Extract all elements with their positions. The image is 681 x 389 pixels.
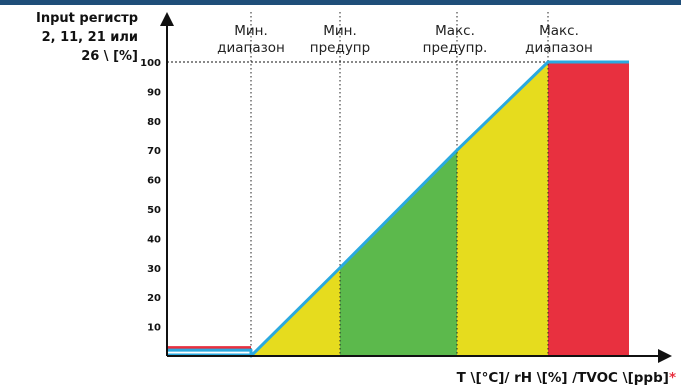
x-axis-arrow (658, 349, 672, 363)
above-max-range-red-region (548, 62, 629, 356)
zone-label-max-warning-line1: Макс. (435, 23, 475, 39)
y-tick-70: 70 (147, 146, 161, 157)
y-axis-arrow (160, 12, 174, 26)
y-tick-60: 60 (147, 176, 161, 187)
y-tick-90: 90 (147, 87, 161, 98)
y-tick-10: 10 (147, 323, 161, 334)
zone-dividers (250, 12, 549, 356)
y-tick-40: 40 (147, 234, 161, 245)
y-tick-50: 50 (147, 205, 161, 216)
zone-label-max-range-line2: диапазон (525, 40, 593, 56)
y-axis-title-line2: 2, 11, 21 или (42, 30, 138, 45)
max-warning-yellow-region (457, 62, 548, 356)
zone-labels: Мин. диапазон Мин. предупр Макс. предупр… (217, 23, 593, 56)
zone-label-max-warning-line2: предупр. (423, 40, 488, 56)
y-tick-labels: 10 20 30 40 50 60 70 80 90 100 (140, 58, 161, 334)
zone-label-min-warning-line2: предупр (310, 40, 370, 56)
x-axis-title-text: T \[°C]/ rH \[%] /TVOC \[ppb] (457, 370, 669, 386)
x-axis-title: T \[°C]/ rH \[%] /TVOC \[ppb]* (457, 370, 676, 386)
y-tick-80: 80 (147, 117, 161, 128)
y-tick-100: 100 (140, 58, 161, 69)
below-min-range-red-region (167, 346, 251, 351)
zone-label-min-range-line2: диапазон (217, 40, 285, 56)
y-axis-title: Input регистр 2, 11, 21 или 26 \ [%] (36, 11, 138, 64)
zone-label-max-range-line1: Макс. (539, 23, 579, 39)
mapping-line (167, 60, 629, 358)
y-axis-title-line3: 26 \ [%] (81, 49, 138, 64)
header-bar (0, 0, 681, 5)
y-tick-30: 30 (147, 264, 161, 275)
normal-green-region (340, 150, 457, 356)
x-axis-title-asterisk: * (669, 370, 676, 386)
y-tick-20: 20 (147, 293, 161, 304)
zone-label-min-range-line1: Мин. (234, 23, 268, 39)
zone-label-min-warning-line1: Мин. (323, 23, 357, 39)
regions (167, 62, 629, 357)
y-axis-title-line1: Input регистр (36, 11, 138, 26)
